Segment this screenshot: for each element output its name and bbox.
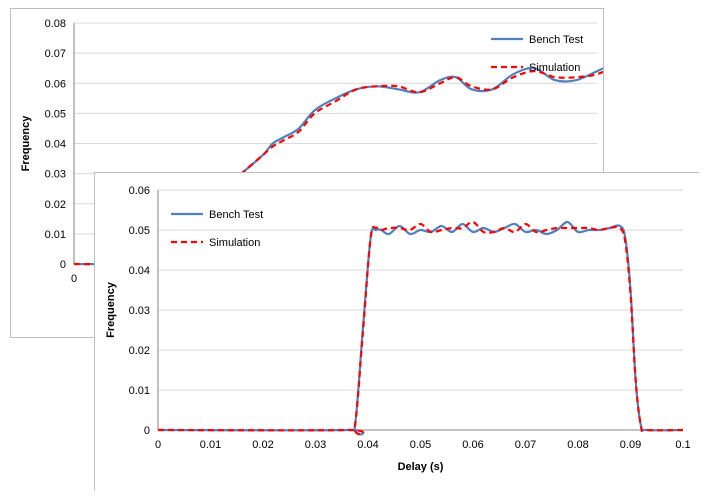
- y-tick-label: 0.03: [45, 169, 66, 181]
- y-tick-label: 0: [60, 259, 66, 271]
- y-tick-label: 0.06: [129, 185, 150, 197]
- y-tick-label: 0.04: [129, 265, 150, 277]
- y-tick-label: 0.07: [45, 48, 66, 60]
- x-tick-label: 0.03: [305, 439, 326, 451]
- series-line-simulation: [157, 220, 684, 436]
- chart-front-panel: 0 0.01 0.02 0.03 0.04 0.05 0.06 0 0.01 0.02 0.03 0.…: [94, 172, 699, 491]
- y-tick-label: 0.01: [45, 229, 66, 241]
- y-axis-title: Frequency: [105, 281, 117, 338]
- y-tick-label: 0.08: [45, 18, 66, 30]
- y-tick-label: 0.05: [129, 225, 150, 237]
- y-tick-label: 0: [144, 425, 150, 437]
- x-tick-label: 0.02: [252, 439, 273, 451]
- y-tick-label: 0.02: [129, 345, 150, 357]
- y-axis-title: Frequency: [20, 115, 32, 172]
- x-axis-title: Delay (s): [398, 461, 444, 473]
- y-tick-label: 0.05: [45, 108, 66, 120]
- series-line-bench-test: [157, 220, 684, 436]
- x-tick-label: 0.01: [200, 439, 221, 451]
- x-tick-label: 0.09: [620, 439, 641, 451]
- legend-label: Simulation: [209, 237, 260, 249]
- chart-front: 0 0.01 0.02 0.03 0.04 0.05 0.06 0 0.01 0.02 0.03 0.…: [105, 185, 691, 473]
- y-tick-label: 0.02: [45, 199, 66, 211]
- x-tick-label: 0.08: [567, 439, 588, 451]
- x-tick-label: 0: [155, 439, 161, 451]
- x-tick-label: 0: [71, 273, 77, 285]
- y-tick-label: 0.04: [45, 139, 66, 151]
- y-tick-label: 0.03: [129, 305, 150, 317]
- x-tick-label: 0.04: [357, 439, 378, 451]
- x-tick-label: 0.05: [410, 439, 431, 451]
- legend-label: Bench Test: [529, 34, 583, 46]
- legend-label: Simulation: [529, 62, 580, 74]
- legend-label: Bench Test: [209, 209, 263, 221]
- x-tick-label: 0.06: [462, 439, 483, 451]
- x-tick-label: 0.07: [515, 439, 536, 451]
- y-tick-label: 0.01: [129, 385, 150, 397]
- y-tick-label: 0.06: [45, 78, 66, 90]
- x-tick-label: 0.1: [675, 439, 690, 451]
